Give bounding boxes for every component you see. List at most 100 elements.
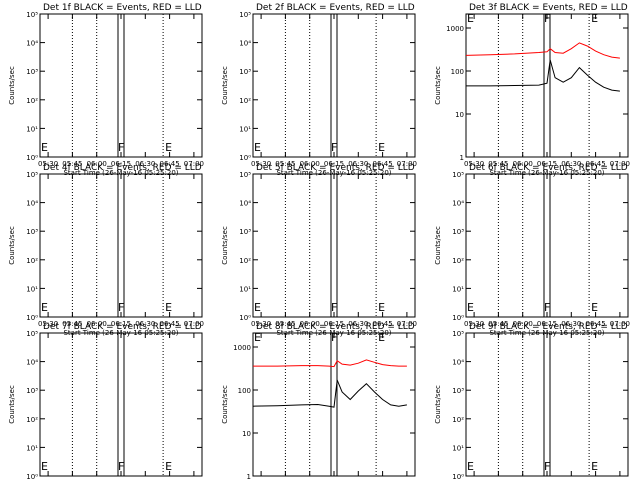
y-axis-label: Counts/sec [434,385,442,424]
y-axis-label: Counts/sec [8,226,16,265]
marker-label: E [41,301,48,314]
y-tick-label: 1 [460,154,464,162]
y-tick-label: 10³ [452,387,464,395]
marker-label: F [331,141,337,154]
marker-label: F [544,12,550,25]
marker-label: E [467,460,474,473]
marker-label: E [254,331,261,344]
y-axis-label: Counts/sec [434,226,442,265]
x-tick-label: 05:30 [251,160,271,168]
plot-frame [39,332,203,477]
marker-label: F [118,460,124,473]
x-tick-label: 06:30 [135,320,155,328]
y-axis-label: Counts/sec [8,385,16,424]
x-tick-label: 07:00 [397,320,417,328]
x-tick-label: 06:30 [135,160,155,168]
y-tick-label: 10¹ [26,285,38,293]
y-axis-label: Counts/sec [221,226,229,265]
x-tick-label: 05:45 [488,320,508,328]
x-tick-label: 06:15 [324,160,344,168]
marker-label: E [378,331,385,344]
x-tick-label: 05:45 [275,320,295,328]
x-tick-label: 07:00 [184,160,204,168]
chart-title: Det 1f BLACK = Events, RED = LLD [43,3,202,13]
y-tick-label: 10⁰ [452,314,464,322]
y-tick-label: 10⁰ [239,154,251,162]
y-tick-label: 10⁵ [26,171,38,179]
x-tick-label: 06:00 [87,160,107,168]
x-tick-label: 06:15 [324,320,344,328]
x-tick-label: 06:00 [87,320,107,328]
x-tick-label: 05:45 [488,160,508,168]
x-axis-label: Start Time (26-May-16 05:25:20) [489,169,604,177]
y-axis-label: Counts/sec [8,66,16,105]
y-tick-label: 10³ [26,387,38,395]
y-tick-label: 10¹ [239,285,251,293]
y-tick-label: 10⁰ [26,154,38,162]
x-tick-label: 05:30 [464,320,484,328]
chart-panel-1: Det 1f BLACK = Events, RED = LLD 10⁰ 10¹ 10… [8,3,204,177]
marker-label: E [254,141,261,154]
y-tick-label: 10⁵ [239,11,251,19]
y-tick-label: 10³ [239,68,251,76]
x-tick-label: 06:45 [160,160,180,168]
series-line-1 [253,359,407,368]
x-tick-label: 06:30 [348,320,368,328]
x-tick-label: 06:15 [537,320,557,328]
y-tick-label: 10² [452,416,464,424]
y-tick-label: 10⁴ [239,40,251,48]
x-tick-label: 05:45 [62,160,82,168]
marker-label: F [331,301,337,314]
y-tick-label: 10⁵ [26,11,38,19]
x-axis-label: Start Time (26-May-16 05:25:20) [63,169,178,177]
x-tick-label: 06:15 [111,160,131,168]
y-tick-label: 1000 [233,344,251,352]
marker-label: E [254,301,261,314]
plot-frame [252,13,416,158]
y-tick-label: 10⁴ [452,359,464,367]
y-tick-label: 10² [26,97,38,105]
marker-label: E [467,301,474,314]
y-tick-label: 10⁰ [239,314,251,322]
y-tick-label: 10² [239,97,251,105]
chart-panel-9: Det 9f BLACK = Events, RED = LLD 10⁰ 10¹ 10… [434,322,630,480]
series-line-1 [465,42,620,59]
y-tick-label: 10³ [26,68,38,76]
chart-title: Det 2f BLACK = Events, RED = LLD [256,3,415,13]
marker-label: E [165,460,172,473]
x-tick-label: 06:45 [586,160,606,168]
y-tick-label: 10⁰ [26,473,38,480]
marker-label: E [41,460,48,473]
x-tick-label: 07:00 [610,160,630,168]
chart-panel-6: Det 6f BLACK = Events, RED = LLD 10⁰ 10¹ 10… [434,163,630,337]
y-tick-label: 10⁵ [452,171,464,179]
y-tick-label: 100 [451,68,464,76]
y-axis-label: Counts/sec [221,66,229,105]
marker-label: E [591,12,598,25]
x-tick-label: 06:15 [537,160,557,168]
chart-panel-8: Det 8f BLACK = Events, RED = LLD 1 10 100 10… [221,322,417,480]
marker-label: F [118,301,124,314]
y-tick-label: 10⁴ [452,200,464,208]
x-axis-label: Start Time (26-May-16 05:25:20) [276,169,391,177]
series-line-0 [466,59,620,92]
x-tick-label: 07:00 [184,320,204,328]
y-tick-label: 10⁴ [26,359,38,367]
x-tick-label: 05:30 [464,160,484,168]
marker-label: E [165,301,172,314]
x-tick-label: 06:45 [160,320,180,328]
marker-label: E [467,12,474,25]
y-tick-label: 10² [26,257,38,265]
marker-label: E [591,301,598,314]
x-tick-label: 06:15 [111,320,131,328]
y-tick-label: 10² [239,257,251,265]
plot-frame [465,332,629,477]
y-tick-label: 10⁵ [239,171,251,179]
marker-label: E [41,141,48,154]
x-tick-label: 07:00 [397,160,417,168]
chart-panel-3: Det 3f BLACK = Events, RED = LLD 1 10 100 10… [434,3,630,177]
y-axis-label: Counts/sec [221,385,229,424]
x-tick-label: 06:45 [586,320,606,328]
y-axis-label: Counts/sec [434,66,442,105]
plot-frame [252,173,416,318]
